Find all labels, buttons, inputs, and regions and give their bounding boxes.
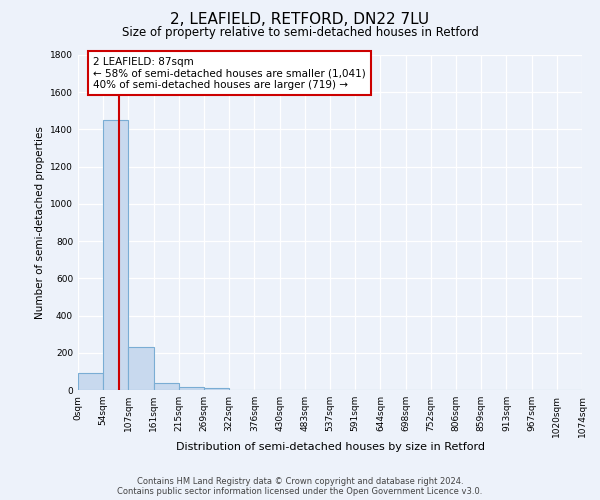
X-axis label: Distribution of semi-detached houses by size in Retford: Distribution of semi-detached houses by … xyxy=(176,442,485,452)
Text: 2 LEAFIELD: 87sqm
← 58% of semi-detached houses are smaller (1,041)
40% of semi-: 2 LEAFIELD: 87sqm ← 58% of semi-detached… xyxy=(93,56,366,90)
Bar xyxy=(179,387,204,390)
Bar xyxy=(128,347,154,390)
Bar xyxy=(204,388,229,390)
Bar xyxy=(154,382,179,390)
Bar xyxy=(103,120,128,390)
Text: Size of property relative to semi-detached houses in Retford: Size of property relative to semi-detach… xyxy=(122,26,478,39)
Bar xyxy=(78,373,103,390)
Y-axis label: Number of semi-detached properties: Number of semi-detached properties xyxy=(35,126,44,319)
Text: 2, LEAFIELD, RETFORD, DN22 7LU: 2, LEAFIELD, RETFORD, DN22 7LU xyxy=(170,12,430,28)
Text: Contains HM Land Registry data © Crown copyright and database right 2024.
Contai: Contains HM Land Registry data © Crown c… xyxy=(118,476,482,496)
